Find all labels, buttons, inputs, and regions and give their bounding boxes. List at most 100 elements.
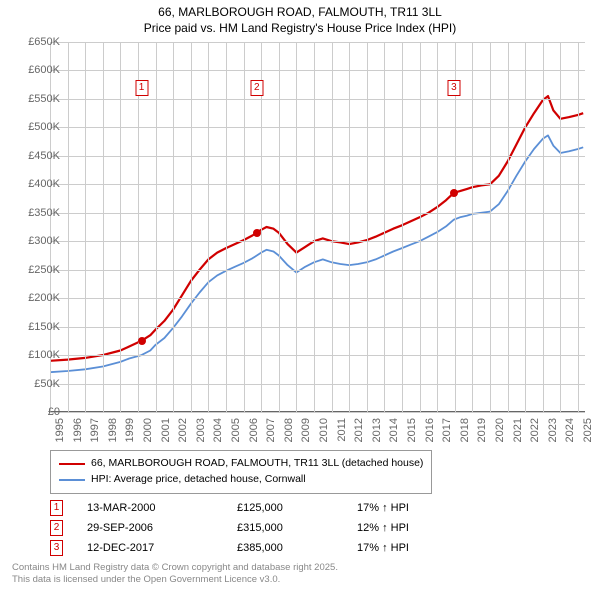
gridline-horizontal bbox=[50, 355, 585, 356]
gridline-horizontal bbox=[50, 241, 585, 242]
gridline-horizontal bbox=[50, 384, 585, 385]
chart-area: 1 2 3 bbox=[50, 42, 585, 412]
footer-attribution: Contains HM Land Registry data © Crown c… bbox=[12, 562, 338, 586]
transaction-price: £315,000 bbox=[237, 522, 357, 534]
legend-item: HPI: Average price, detached house, Corn… bbox=[59, 472, 423, 488]
gridline-vertical bbox=[384, 42, 385, 412]
transactions-table: 113-MAR-2000£125,00017% ↑ HPI229-SEP-200… bbox=[50, 498, 409, 558]
sale-marker-dot bbox=[253, 229, 261, 237]
gridline-horizontal bbox=[50, 270, 585, 271]
transaction-marker: 3 bbox=[50, 540, 63, 556]
gridline-vertical bbox=[279, 42, 280, 412]
y-axis-label: £200K bbox=[28, 292, 60, 304]
x-axis-label: 2018 bbox=[459, 418, 471, 442]
legend-item: 66, MARLBOROUGH ROAD, FALMOUTH, TR11 3LL… bbox=[59, 456, 423, 472]
y-axis-label: £400K bbox=[28, 178, 60, 190]
sale-marker-box: 3 bbox=[447, 80, 460, 96]
gridline-vertical bbox=[68, 42, 69, 412]
sale-marker-box: 1 bbox=[135, 80, 148, 96]
gridline-vertical bbox=[138, 42, 139, 412]
x-axis-label: 2011 bbox=[336, 418, 348, 442]
transaction-row: 229-SEP-2006£315,00012% ↑ HPI bbox=[50, 518, 409, 538]
gridline-vertical bbox=[226, 42, 227, 412]
gridline-vertical bbox=[332, 42, 333, 412]
legend-label: 66, MARLBOROUGH ROAD, FALMOUTH, TR11 3LL… bbox=[91, 456, 423, 472]
gridline-vertical bbox=[173, 42, 174, 412]
x-axis-label: 2022 bbox=[529, 418, 541, 442]
transaction-marker: 1 bbox=[50, 500, 63, 516]
y-axis-label: £150K bbox=[28, 321, 60, 333]
gridline-vertical bbox=[261, 42, 262, 412]
x-axis-label: 1998 bbox=[107, 418, 119, 442]
gridline-vertical bbox=[367, 42, 368, 412]
sale-marker-box: 2 bbox=[250, 80, 263, 96]
gridline-vertical bbox=[508, 42, 509, 412]
y-axis-label: £450K bbox=[28, 150, 60, 162]
gridline-vertical bbox=[420, 42, 421, 412]
gridline-vertical bbox=[191, 42, 192, 412]
gridline-vertical bbox=[472, 42, 473, 412]
series-price_paid bbox=[50, 96, 583, 361]
transaction-marker: 2 bbox=[50, 520, 63, 536]
x-axis-label: 2016 bbox=[424, 418, 436, 442]
x-axis-label: 2013 bbox=[371, 418, 383, 442]
gridline-vertical bbox=[525, 42, 526, 412]
legend: 66, MARLBOROUGH ROAD, FALMOUTH, TR11 3LL… bbox=[50, 450, 432, 494]
plot-region: 1 2 3 bbox=[50, 42, 585, 412]
y-axis-label: £350K bbox=[28, 207, 60, 219]
x-axis-label: 2025 bbox=[582, 418, 594, 442]
gridline-vertical bbox=[296, 42, 297, 412]
gridline-horizontal bbox=[50, 70, 585, 71]
x-axis-label: 2021 bbox=[512, 418, 524, 442]
x-axis-label: 2009 bbox=[300, 418, 312, 442]
gridline-vertical bbox=[314, 42, 315, 412]
gridline-horizontal bbox=[50, 99, 585, 100]
transaction-price: £125,000 bbox=[237, 502, 357, 514]
y-axis-label: £500K bbox=[28, 121, 60, 133]
transaction-date: 12-DEC-2017 bbox=[87, 542, 237, 554]
x-axis-label: 2020 bbox=[494, 418, 506, 442]
x-axis-label: 2019 bbox=[476, 418, 488, 442]
sale-marker-dot bbox=[450, 189, 458, 197]
y-axis-label: £0 bbox=[48, 406, 60, 418]
transaction-price: £385,000 bbox=[237, 542, 357, 554]
transaction-pct-vs-hpi: 17% ↑ HPI bbox=[357, 542, 409, 554]
gridline-vertical bbox=[578, 42, 579, 412]
x-axis-label: 2005 bbox=[230, 418, 242, 442]
legend-label: HPI: Average price, detached house, Corn… bbox=[91, 472, 306, 488]
gridline-horizontal bbox=[50, 42, 585, 43]
y-axis-label: £650K bbox=[28, 36, 60, 48]
transaction-row: 113-MAR-2000£125,00017% ↑ HPI bbox=[50, 498, 409, 518]
x-axis-label: 2003 bbox=[195, 418, 207, 442]
x-axis-label: 2012 bbox=[353, 418, 365, 442]
gridline-vertical bbox=[120, 42, 121, 412]
gridline-horizontal bbox=[50, 156, 585, 157]
y-axis-label: £300K bbox=[28, 235, 60, 247]
transaction-date: 29-SEP-2006 bbox=[87, 522, 237, 534]
transaction-row: 3 12-DEC-2017£385,00017% ↑ HPI bbox=[50, 538, 409, 558]
x-axis-label: 2008 bbox=[283, 418, 295, 442]
chart-container: 66, MARLBOROUGH ROAD, FALMOUTH, TR11 3LL… bbox=[0, 0, 600, 590]
x-axis-label: 1995 bbox=[54, 418, 66, 442]
y-axis-label: £550K bbox=[28, 93, 60, 105]
y-axis-label: £50K bbox=[34, 378, 60, 390]
footer-line-1: Contains HM Land Registry data © Crown c… bbox=[12, 562, 338, 574]
transaction-pct-vs-hpi: 17% ↑ HPI bbox=[357, 502, 409, 514]
legend-swatch bbox=[59, 463, 85, 465]
gridline-horizontal bbox=[50, 213, 585, 214]
footer-line-2: This data is licensed under the Open Gov… bbox=[12, 574, 338, 586]
gridline-vertical bbox=[402, 42, 403, 412]
x-axis-label: 2004 bbox=[212, 418, 224, 442]
x-axis-label: 1997 bbox=[89, 418, 101, 442]
title-line-1: 66, MARLBOROUGH ROAD, FALMOUTH, TR11 3LL bbox=[0, 4, 600, 20]
gridline-horizontal bbox=[50, 327, 585, 328]
gridline-horizontal bbox=[50, 298, 585, 299]
gridline-vertical bbox=[156, 42, 157, 412]
gridline-vertical bbox=[85, 42, 86, 412]
x-axis-label: 1996 bbox=[72, 418, 84, 442]
x-axis-label: 2017 bbox=[441, 418, 453, 442]
gridline-vertical bbox=[244, 42, 245, 412]
y-axis-label: £600K bbox=[28, 64, 60, 76]
gridline-vertical bbox=[560, 42, 561, 412]
x-axis-label: 2001 bbox=[160, 418, 172, 442]
